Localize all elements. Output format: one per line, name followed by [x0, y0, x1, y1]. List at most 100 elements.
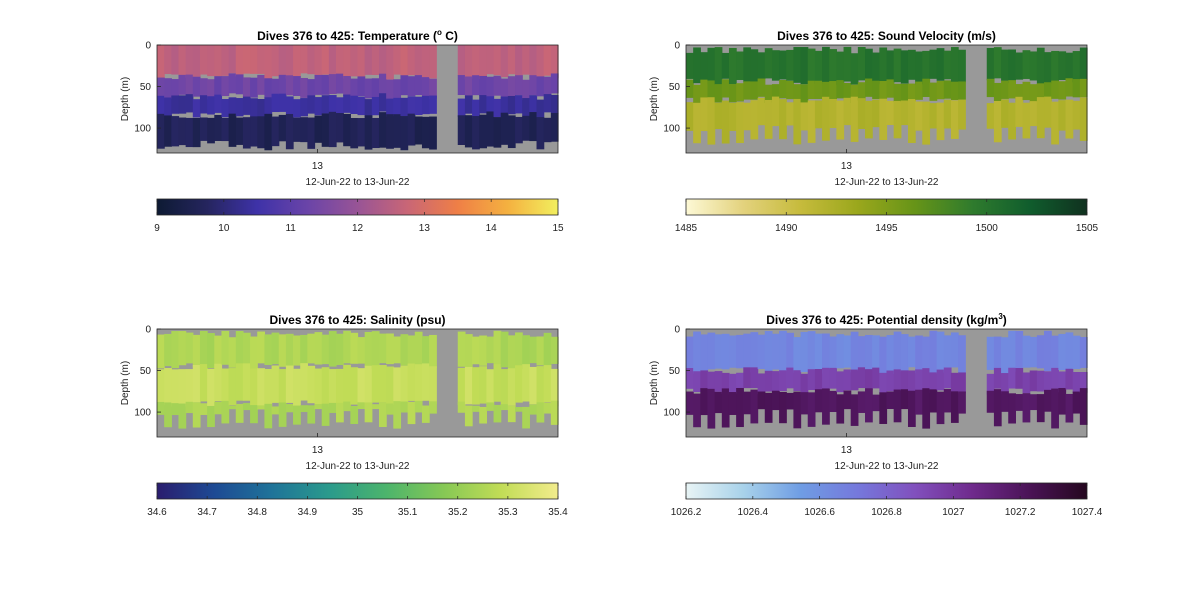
data-cell: [915, 101, 923, 131]
data-cell: [800, 331, 809, 373]
data-cell: [307, 117, 316, 149]
data-cell: [515, 365, 523, 403]
data-cell: [178, 74, 187, 95]
data-cell: [865, 388, 873, 423]
data-cell: [214, 363, 223, 402]
data-cell: [843, 369, 852, 391]
data-cell: [457, 367, 466, 406]
data-cell: [429, 116, 437, 150]
data-cell: [750, 332, 759, 373]
data-cell: [178, 45, 187, 78]
data-cell: [364, 365, 373, 404]
data-cell: [500, 404, 509, 411]
data-cell: [943, 389, 952, 413]
data-cell: [1072, 51, 1081, 83]
x-axis-label: 12-Jun-22 to 13-Jun-22: [835, 461, 939, 472]
data-cell: [464, 405, 473, 427]
data-cell: [493, 364, 502, 402]
data-cell: [543, 332, 552, 369]
data-cell: [829, 81, 837, 100]
colorbar: 1026.2 1026.4 1026.6 1026.8 1027 1027.2 1027.4: [671, 482, 1103, 518]
data-cell: [314, 332, 323, 365]
data-cell: [307, 79, 316, 100]
data-cell: [364, 115, 373, 150]
data-cell: [336, 402, 344, 423]
data-cell: [857, 391, 866, 413]
x-tick-label: 13: [312, 161, 324, 172]
data-cell: [522, 335, 530, 369]
data-cell: [865, 78, 873, 97]
data-cell: [1029, 336, 1038, 368]
y-tick-label: 50: [669, 82, 681, 93]
data-cell: [221, 368, 230, 406]
data-cell: [829, 390, 837, 413]
data-cell: [728, 373, 737, 395]
data-cell: [278, 74, 287, 95]
data-cell: [407, 76, 416, 97]
data-cell: [393, 79, 402, 100]
data-cell: [164, 333, 172, 367]
data-cell: [958, 391, 966, 414]
data-cell: [507, 115, 516, 149]
y-tick-label: 0: [674, 325, 680, 336]
data-cell: [907, 370, 916, 392]
y-tick-label: 100: [663, 408, 680, 419]
data-cell: [743, 367, 752, 389]
data-cell: [829, 336, 837, 370]
data-cell: [543, 402, 552, 414]
data-cell: [257, 116, 266, 149]
data-cell: [271, 93, 280, 113]
data-cell: [836, 51, 845, 85]
data-cell: [750, 100, 759, 140]
data-cell: [364, 99, 373, 118]
data-cell: [986, 373, 995, 395]
data-cell: [486, 336, 495, 364]
data-cell: [843, 83, 852, 102]
data-cell: [771, 50, 780, 81]
data-cell: [214, 335, 223, 369]
data-cell: [822, 81, 830, 101]
data-cell: [728, 84, 737, 103]
data-cell: [378, 112, 387, 148]
data-cell: [464, 45, 473, 80]
colorbar-tick-label: 1026.8: [871, 507, 902, 518]
data-cell: [800, 47, 809, 85]
data-cell: [343, 364, 351, 403]
data-cell: [843, 390, 852, 410]
data-cell: [786, 392, 795, 410]
data-cell: [472, 336, 480, 365]
data-cell: [486, 369, 495, 407]
data-cell: [472, 99, 480, 118]
data-cell: [893, 369, 902, 391]
data-cell: [307, 95, 316, 114]
data-cell: [986, 336, 995, 370]
data-cell: [464, 334, 473, 368]
data-cell: [328, 74, 337, 95]
data-cell: [178, 331, 187, 366]
data-cell: [1036, 83, 1045, 102]
data-cell: [214, 114, 223, 141]
data-cell: [536, 99, 545, 118]
data-cell: [228, 368, 237, 406]
data-cell: [1015, 394, 1024, 411]
data-cell: [343, 401, 351, 412]
data-cell: [793, 84, 802, 103]
data-cell: [1008, 367, 1016, 389]
data-cell: [686, 79, 694, 98]
colorbar-tick-label: 1026.4: [738, 507, 769, 518]
data-cell: [285, 365, 294, 403]
data-cell: [414, 45, 423, 77]
data-cell: [221, 330, 230, 365]
data-cell: [378, 365, 387, 403]
data-cell: [479, 95, 487, 114]
data-cell: [1079, 78, 1088, 98]
data-cell: [550, 45, 559, 79]
data-cell: [1001, 373, 1009, 394]
data-cell: [843, 97, 852, 126]
data-cell: [321, 74, 330, 95]
data-cell: [371, 331, 380, 369]
data-cell: [1022, 102, 1031, 139]
data-cell: [457, 45, 466, 76]
axes-box: [156, 328, 559, 438]
data-cell: [507, 45, 516, 75]
